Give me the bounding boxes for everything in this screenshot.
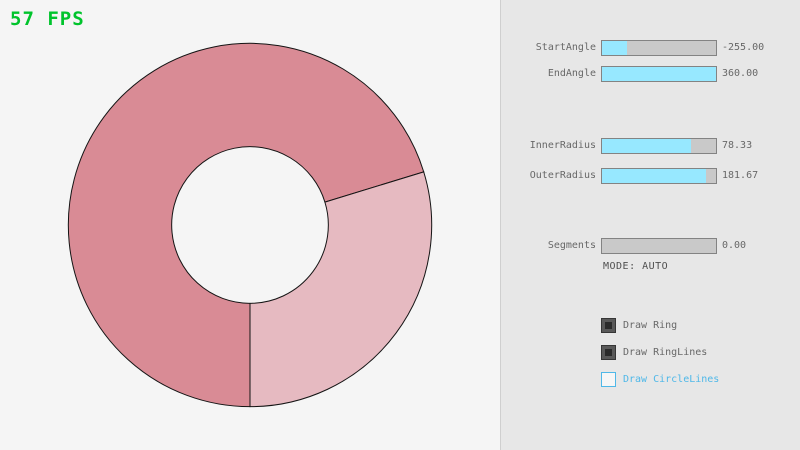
draw-circlelines-checkbox[interactable] [601,372,616,387]
outer-radius-slider-fill [602,169,706,183]
end-angle-value: 360.00 [722,68,759,79]
ring-chart [67,42,433,408]
draw-ring-row: Draw Ring [501,318,800,333]
start-angle-label: StartAngle [535,42,596,53]
inner-radius-row: InnerRadius 78.33 [501,138,800,154]
start-angle-row: StartAngle -255.00 [501,40,800,56]
inner-radius-label: InnerRadius [529,140,596,151]
segments-value: 0.00 [722,240,747,251]
start-angle-slider-fill [602,41,628,55]
inner-radius-value: 78.33 [722,140,753,151]
draw-circlelines-label: Draw CircleLines [623,374,720,385]
outer-radius-slider[interactable] [601,168,717,184]
start-angle-slider[interactable] [601,40,717,56]
segments-slider[interactable] [601,238,717,254]
ring-segment-light [249,171,433,408]
inner-radius-slider[interactable] [601,138,717,154]
end-angle-row: EndAngle 360.00 [501,66,800,82]
outer-radius-value: 181.67 [722,170,759,181]
draw-ringlines-checkbox[interactable] [601,345,616,360]
controls-panel: StartAngle -255.00 EndAngle 360.00 Inner… [500,0,800,450]
fps-counter: 57 FPS [10,8,85,30]
end-angle-label: EndAngle [547,68,596,79]
draw-ringlines-row: Draw RingLines [501,345,800,360]
end-angle-slider[interactable] [601,66,717,82]
ring-segment-dark [67,42,425,408]
start-angle-value: -255.00 [722,42,765,53]
draw-circlelines-row: Draw CircleLines [501,372,800,387]
segments-row: Segments 0.00 [501,238,800,254]
draw-ring-checkbox[interactable] [601,318,616,333]
segments-mode-label: MODE: AUTO [603,261,669,272]
end-angle-slider-fill [602,67,716,81]
outer-radius-row: OuterRadius 181.67 [501,168,800,184]
segments-label: Segments [547,240,596,251]
inner-radius-slider-fill [602,139,691,153]
outer-radius-label: OuterRadius [529,170,596,181]
draw-ringlines-label: Draw RingLines [623,347,708,358]
draw-ring-label: Draw Ring [623,320,678,331]
